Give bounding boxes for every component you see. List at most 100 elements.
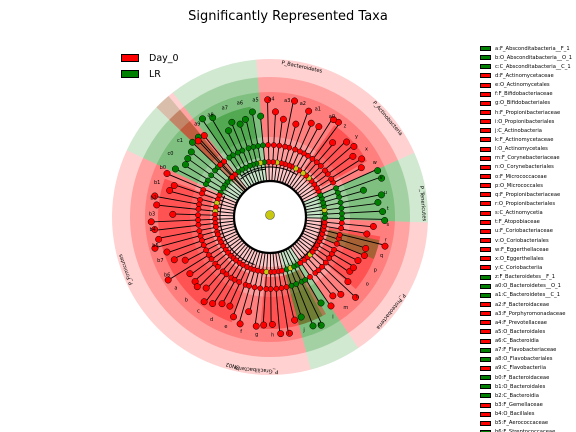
taxa-legend-entry: b1: O_Bacteroidales <box>480 382 576 391</box>
taxa-legend-code: a2 <box>495 301 502 308</box>
sector-letter: b0 <box>160 165 166 171</box>
taxa-legend-swatch <box>480 183 491 189</box>
clade-sector-outer-firmicutes <box>111 150 246 368</box>
taxon-node <box>199 190 205 197</box>
sector-letter: y <box>355 134 358 140</box>
taxa-legend-swatch <box>480 311 491 317</box>
taxon-node <box>257 112 265 120</box>
taxa-legend-label: C_Bacteroidetes__C_1 <box>503 292 561 299</box>
taxon-node <box>317 299 325 307</box>
taxa-legend-swatch <box>480 320 491 326</box>
taxa-legend-code: a0 <box>495 283 502 290</box>
group-legend: Day_0 LR <box>121 50 179 82</box>
sector-letter: e <box>224 324 227 330</box>
taxon-node <box>181 256 189 264</box>
taxon-node <box>339 215 345 222</box>
taxa-legend-entry: b5: F_Aerococcaceae <box>480 419 576 428</box>
taxa-legend-entry: x: O_Eggerthellales <box>480 254 576 263</box>
taxa-legend-entry: b4: O_Bacillales <box>480 410 576 419</box>
taxon-node <box>307 119 315 127</box>
chart-title: Significantly Represented Taxa <box>188 9 388 24</box>
taxon-node <box>151 226 159 233</box>
taxa-legend-entry: b6: F_Streptococcaceae <box>480 428 576 432</box>
taxa-legend-entry: h: F_Propionibacteriaceae <box>480 108 576 117</box>
taxa-legend-code: a9 <box>495 365 502 372</box>
taxa-legend-code: b3 <box>495 402 502 409</box>
taxa-legend-entry: a1: C_Bacteroidetes__C_1 <box>480 291 576 300</box>
taxon-node <box>203 181 209 188</box>
sector-letter: u <box>384 190 387 196</box>
taxa-legend-label: F_Propionibacteriaceae <box>500 109 561 116</box>
taxa-legend-code: q <box>495 191 499 198</box>
taxa-legend-swatch <box>480 393 491 399</box>
taxa-legend-entry: a9: C_Flavobacteriia <box>480 364 576 373</box>
taxon-node <box>293 281 300 287</box>
taxon-node <box>208 256 215 262</box>
taxon-node <box>264 96 272 104</box>
taxa-legend-code: z <box>495 274 498 281</box>
branch <box>187 158 241 196</box>
taxa-legend-swatch <box>480 256 491 262</box>
taxa-legend-entry: a7: F_Flavobacteriaceae <box>480 346 576 355</box>
taxa-legend-entry: k: F_Actinomycetaceae <box>480 135 576 144</box>
sector-letter: a4 <box>268 97 274 103</box>
taxon-node <box>212 167 218 174</box>
taxa-legend-entry: b3: F_Gemellaceae <box>480 400 576 409</box>
taxon-node <box>352 293 359 301</box>
taxa-legend-code: x <box>495 255 499 262</box>
taxon-node <box>273 285 280 292</box>
branch <box>185 233 238 262</box>
taxa-legend-label: F_Micrococcaceae <box>499 173 547 180</box>
taxa-legend-entry: u: F_Coriobacteriaceae <box>480 227 576 236</box>
taxon-node <box>326 255 333 261</box>
taxa-legend-code: a6 <box>495 338 502 345</box>
branch <box>285 250 323 326</box>
taxa-legend-label: F_Propionibacteriaceae <box>500 191 561 198</box>
taxon-node <box>257 285 264 292</box>
branch <box>305 190 364 208</box>
taxa-legend-swatch <box>480 238 491 244</box>
taxa-legend-entry: j: C_Actinobacteria <box>480 126 576 135</box>
branch <box>206 244 246 289</box>
taxon-node <box>202 284 210 292</box>
taxa-legend-label: F_Porphyromonadaceae <box>503 310 566 317</box>
branch <box>305 228 366 249</box>
taxon-node <box>215 263 221 270</box>
sector-letter: a8 <box>207 113 213 119</box>
taxon-node <box>265 142 271 148</box>
taxon-node <box>374 198 382 206</box>
taxa-legend-label: F_Flavobacteriaceae <box>503 347 557 354</box>
taxon-node <box>236 320 244 328</box>
taxa-legend-label: F_Bacteroidaceae <box>503 374 550 381</box>
clade-sector-outer-gracilibacteria <box>242 294 311 375</box>
taxa-legend-swatch <box>480 292 491 298</box>
taxon-node <box>369 222 377 230</box>
taxa-legend-swatch <box>480 128 491 134</box>
taxa-legend-swatch <box>480 64 491 70</box>
taxon-node <box>225 127 232 135</box>
taxa-legend-label: F_Actinomycetaceae <box>499 136 554 143</box>
taxon-node <box>226 302 234 310</box>
taxa-legend-entry: o: F_Micrococcaceae <box>480 172 576 181</box>
taxon-node <box>245 308 253 316</box>
branch <box>301 235 355 268</box>
taxon-node <box>235 149 241 156</box>
taxon-node <box>187 148 195 156</box>
taxa-legend-entry: f: F_Bifidobacteriaceae <box>480 90 576 99</box>
taxon-node <box>169 210 177 218</box>
taxa-legend-entry: b: O_Absconditabacteria__O_1 <box>480 53 576 62</box>
sector-letter: a <box>174 286 177 292</box>
sector-letter: a0 <box>329 114 335 120</box>
taxon-node <box>246 283 252 289</box>
taxon-node <box>260 321 268 329</box>
taxa-legend-swatch <box>480 46 491 52</box>
taxa-legend-code: d <box>495 72 499 79</box>
taxon-node <box>292 146 298 153</box>
branch <box>288 248 321 304</box>
taxon-node <box>170 182 178 189</box>
taxon-node <box>193 283 201 291</box>
branch <box>172 213 234 217</box>
taxon-node <box>195 217 201 223</box>
taxa-legend-swatch <box>480 247 491 253</box>
